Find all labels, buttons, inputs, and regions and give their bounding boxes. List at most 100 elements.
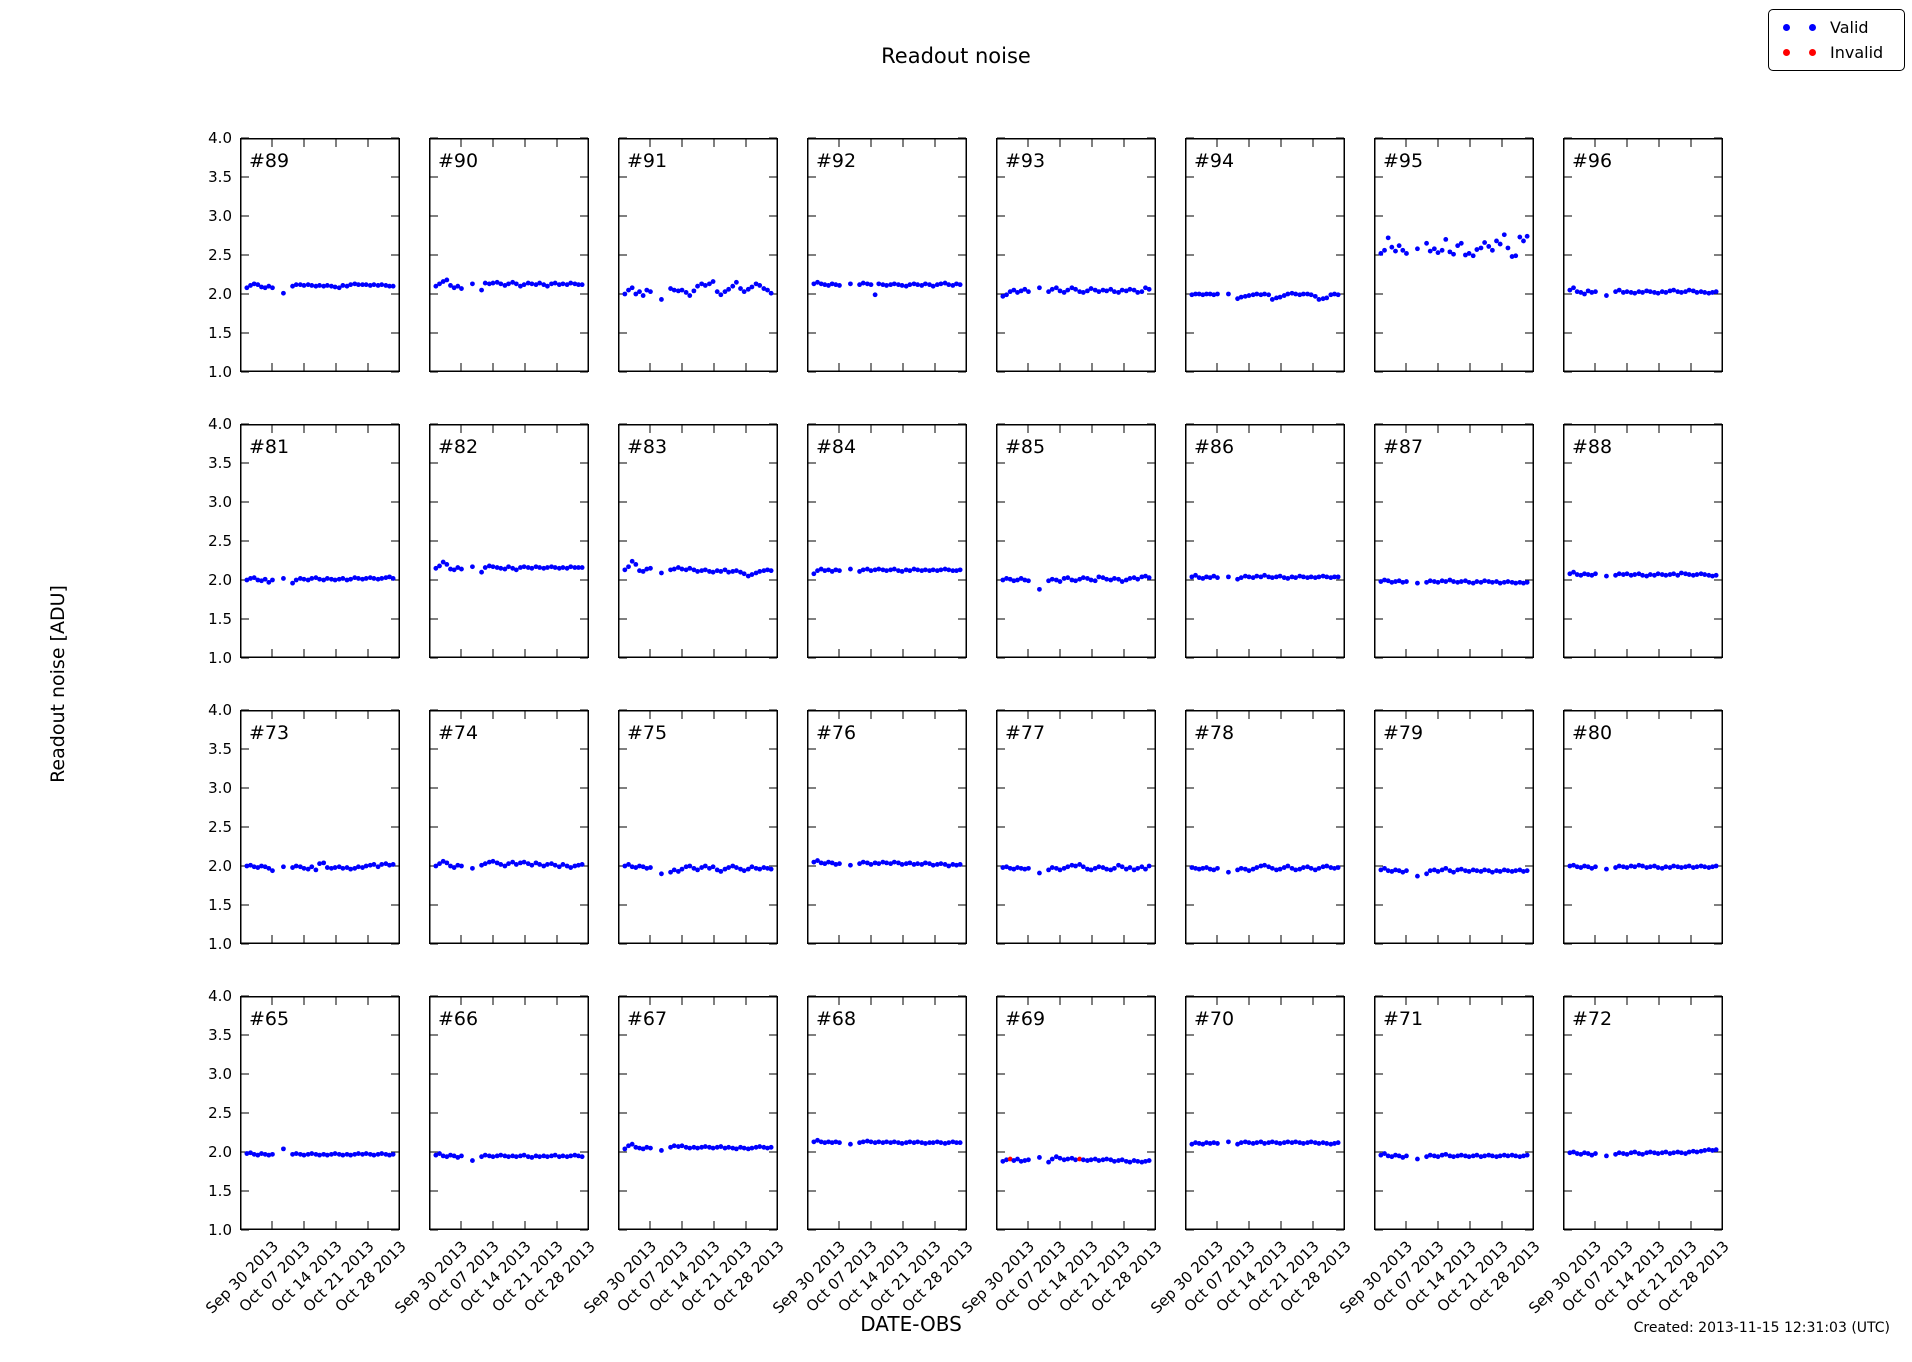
valid-data-point	[927, 282, 932, 288]
valid-data-point	[437, 281, 442, 287]
valid-data-point	[1108, 1157, 1114, 1163]
valid-data-point	[1505, 1153, 1511, 1159]
valid-data-point	[741, 289, 747, 295]
valid-data-point	[552, 1152, 558, 1158]
valid-data-point	[1486, 868, 1492, 874]
valid-data-point	[1393, 579, 1398, 584]
panel-label: #89	[249, 150, 289, 172]
valid-data-point	[1524, 233, 1530, 239]
valid-data-point	[1396, 1153, 1402, 1159]
invalid-marker-icon	[1783, 49, 1790, 56]
valid-data-point	[1026, 1157, 1031, 1163]
valid-data-point	[1521, 580, 1526, 586]
valid-data-point	[1393, 248, 1398, 254]
subplot-68: #68	[807, 995, 967, 1231]
valid-data-point	[1404, 251, 1409, 256]
valid-data-point	[718, 1144, 724, 1149]
valid-data-point	[919, 1140, 925, 1146]
valid-data-point	[1096, 1158, 1102, 1163]
subplot-89: #89	[240, 137, 400, 373]
valid-data-point	[927, 1140, 932, 1146]
valid-data-point	[356, 576, 361, 581]
valid-data-point	[671, 1143, 677, 1149]
invalid-data-point	[1007, 1156, 1013, 1162]
valid-data-point	[506, 1154, 511, 1160]
valid-data-point	[1443, 579, 1449, 584]
valid-data-point	[695, 1145, 700, 1151]
valid-data-point	[1667, 865, 1673, 870]
valid-data-point	[1281, 865, 1287, 870]
valid-data-point	[1517, 867, 1523, 873]
valid-data-point	[899, 569, 905, 574]
valid-data-point	[1061, 290, 1067, 295]
valid-data-point	[1521, 1153, 1526, 1159]
valid-data-point	[818, 1139, 824, 1145]
valid-data-point	[848, 281, 853, 287]
valid-data-point	[572, 1152, 578, 1158]
valid-data-point	[251, 281, 257, 287]
valid-data-point	[622, 863, 628, 869]
valid-data-point	[730, 569, 736, 574]
valid-data-point	[1470, 253, 1476, 259]
valid-data-point	[1281, 1140, 1287, 1146]
valid-data-point	[1000, 865, 1006, 870]
y-tick-label: 4.0	[208, 701, 232, 719]
valid-data-point	[757, 866, 763, 872]
valid-data-point	[1574, 572, 1580, 577]
valid-data-point	[433, 283, 439, 289]
valid-data-point	[957, 567, 963, 573]
valid-data-point	[1466, 579, 1472, 585]
valid-data-point	[387, 862, 392, 868]
valid-data-point	[552, 280, 558, 286]
valid-data-point	[695, 867, 700, 873]
valid-data-point	[1262, 1141, 1267, 1146]
valid-data-point	[1439, 1152, 1445, 1158]
valid-data-point	[1567, 571, 1573, 577]
valid-data-point	[1104, 1156, 1110, 1162]
valid-data-point	[324, 865, 330, 870]
valid-data-point	[1604, 573, 1609, 579]
valid-data-point	[1112, 576, 1117, 581]
valid-data-point	[741, 1145, 747, 1151]
valid-data-point	[533, 860, 539, 866]
subplot-67: #67	[618, 995, 778, 1231]
valid-data-point	[1204, 1140, 1209, 1146]
valid-data-point	[1567, 863, 1573, 869]
valid-data-point	[1478, 1154, 1484, 1160]
panel-label: #80	[1572, 722, 1612, 744]
valid-data-point	[533, 282, 539, 288]
valid-data-point	[1521, 869, 1526, 874]
valid-data-point	[648, 565, 653, 571]
valid-data-point	[1616, 287, 1622, 293]
valid-data-point	[726, 865, 732, 870]
valid-data-point	[837, 568, 842, 574]
valid-data-point	[765, 287, 770, 293]
y-axis-label: Readout noise [ADU]	[47, 585, 69, 783]
subplot-87: #87	[1374, 423, 1534, 659]
valid-data-point	[1400, 869, 1406, 875]
valid-data-point	[1073, 1157, 1078, 1163]
valid-data-point	[714, 289, 720, 295]
valid-data-point	[1104, 288, 1110, 294]
valid-data-point	[950, 862, 956, 867]
valid-data-point	[1246, 293, 1252, 298]
valid-data-point	[826, 283, 831, 288]
panel-label: #88	[1572, 436, 1612, 458]
valid-data-point	[1513, 1153, 1519, 1159]
valid-data-point	[1567, 287, 1573, 293]
valid-data-point	[1443, 865, 1449, 871]
valid-data-point	[1517, 234, 1523, 240]
valid-data-point	[518, 565, 523, 570]
valid-data-point	[1578, 572, 1584, 578]
valid-data-point	[1316, 574, 1322, 580]
valid-data-point	[510, 565, 516, 571]
valid-data-point	[1509, 579, 1515, 585]
valid-data-point	[309, 864, 315, 870]
valid-data-point	[1604, 293, 1609, 298]
valid-data-point	[644, 566, 650, 572]
valid-data-point	[1415, 1156, 1420, 1162]
valid-data-point	[313, 283, 319, 289]
valid-data-point	[811, 859, 817, 865]
valid-data-point	[1235, 867, 1240, 873]
valid-data-point	[896, 282, 901, 288]
